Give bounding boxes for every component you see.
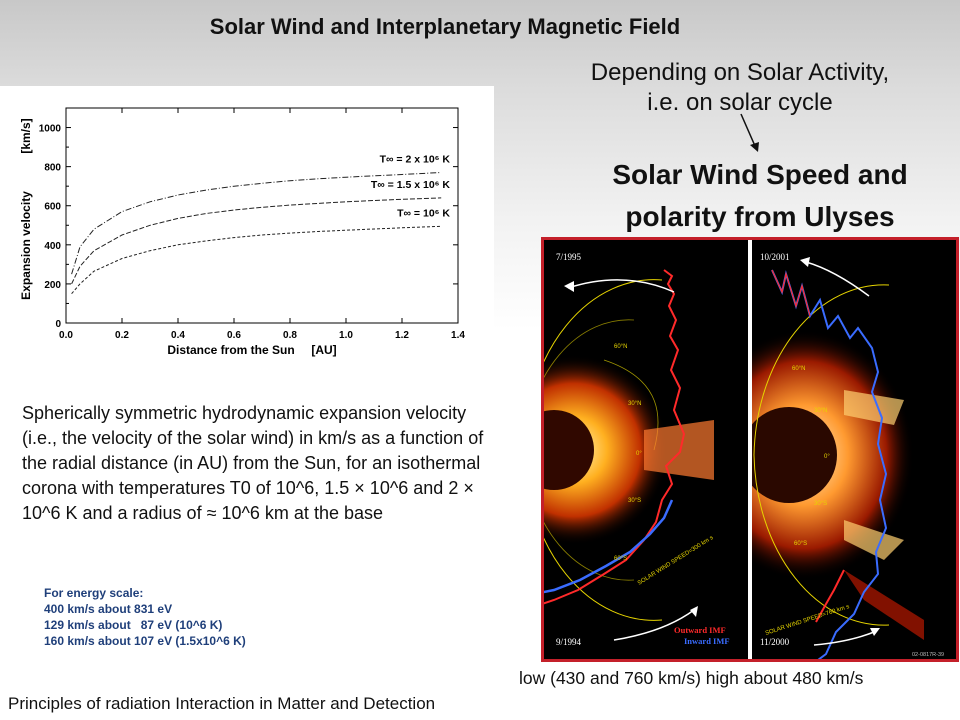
lat-label: 30°N (814, 408, 827, 414)
energy-scale-line: 129 km/s about 87 eV (10^6 K) (44, 618, 223, 632)
y-tick-label: 1000 (39, 124, 62, 135)
x-tick-label: 1.2 (395, 330, 409, 341)
lat-label: 30°N (628, 401, 641, 407)
chart-description: Spherically symmetric hydrodynamic expan… (22, 403, 484, 523)
lat-label: 60°S (614, 556, 627, 562)
y-tick-label: 600 (44, 202, 61, 213)
x-tick-label: 0.0 (59, 330, 73, 341)
lat-label: 60°N (614, 344, 627, 350)
image-code: 02-0817R-39 (912, 652, 944, 658)
plot-frame (65, 107, 459, 324)
solar-activity-line2: i.e. on solar cycle (647, 89, 833, 116)
y-axis-unit: [km/s] (19, 118, 33, 153)
image-caption: low (430 and 760 km/s) high about 480 km… (519, 668, 864, 688)
solar-activity-line1: Depending on Solar Activity, (590, 59, 890, 86)
ulysses-polar-plot-svg: 7/1995 9/1994 10/2001 11/2000 SOLAR WIND… (544, 240, 956, 659)
x-tick-label: 0.4 (171, 330, 185, 341)
expansion-velocity-chart: 0.0 0.2 0.4 0.6 0.8 1.0 1.2 1.4 0 200 400 600 800 100… (0, 86, 494, 374)
lat-label: 60°S (794, 541, 807, 547)
series-line (71, 225, 442, 295)
energy-scale-line: 160 km/s about 107 eV (1.5x10^6 K) (44, 634, 246, 648)
lat-label: 0° (636, 451, 642, 457)
x-axis-label: Distance from the Sun [AU] (167, 343, 336, 357)
solar-wind-heading-line1: Solar Wind Speed and (612, 159, 908, 190)
y-tick-label: 400 (44, 241, 61, 252)
legend-outward-imf: Outward IMF (674, 625, 726, 635)
left-date-bottom: 9/1994 (556, 637, 582, 647)
down-arrow-icon (740, 113, 759, 152)
solar-wind-heading: Solar Wind Speed and polarity from Ulyse… (575, 154, 945, 238)
series-line (71, 172, 442, 275)
lat-label: 0° (824, 454, 830, 460)
legend-inward-imf: Inward IMF (684, 636, 730, 646)
x-tick-label: 0.8 (283, 330, 297, 341)
left-panel-1994-1995 (544, 269, 714, 641)
energy-scale-note: For energy scale: 400 km/s about 831 eV … (44, 585, 246, 649)
right-panel-2000-2001 (752, 257, 924, 659)
energy-scale-line: 400 km/s about 831 eV (44, 602, 173, 616)
right-date-bottom: 11/2000 (760, 637, 790, 647)
y-tick-label: 0 (55, 319, 61, 330)
energy-scale-heading: For energy scale: (44, 586, 144, 600)
lat-label: 60°N (792, 366, 805, 372)
latitude-labels: 60°N 30°N 0° 30°S 60°S 60°N 30°N 0° 30°S… (614, 344, 830, 562)
right-date-top: 10/2001 (760, 252, 790, 262)
series-label: T∞ = 2 x 10⁶ K (380, 154, 451, 166)
series-label: T∞ = 1.5 x 10⁶ K (371, 179, 451, 191)
x-tick-label: 0.6 (227, 330, 241, 341)
y-tick-label: 800 (44, 163, 61, 174)
slide-title: Solar Wind and Interplanetary Magnetic F… (209, 14, 681, 39)
series-line (71, 197, 442, 285)
footer-text: Principles of radiation Interaction in M… (8, 694, 436, 713)
lat-label: 30°S (814, 501, 827, 507)
x-tick-label: 0.2 (115, 330, 129, 341)
y-tick-label: 200 (44, 280, 61, 291)
x-tick-label: 1.0 (339, 330, 353, 341)
left-date-top: 7/1995 (556, 252, 582, 262)
lat-label: 30°S (628, 498, 641, 504)
solar-activity-note: Depending on Solar Activity, i.e. on sol… (560, 58, 920, 118)
chart-svg: 0.0 0.2 0.4 0.6 0.8 1.0 1.2 1.4 0 200 400 600 800 100… (19, 107, 465, 357)
x-tick-label: 1.4 (451, 330, 465, 341)
solar-wind-heading-line2: polarity from Ulyses (625, 201, 895, 232)
y-axis-label: Expansion velocity (19, 191, 33, 300)
series-label: T∞ = 10⁶ K (397, 207, 450, 219)
ulysses-polar-plot-image: 7/1995 9/1994 10/2001 11/2000 SOLAR WIND… (541, 237, 959, 662)
